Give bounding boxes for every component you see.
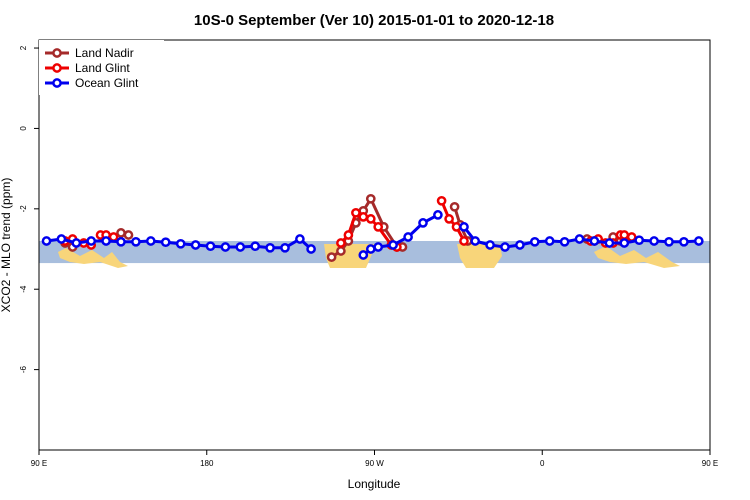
data-point [86,236,97,246]
data-point [485,240,495,250]
data-point [295,234,305,244]
y-tick-label: 2 [19,45,28,50]
y-tick-label: -6 [19,366,28,374]
series-layer [41,193,704,262]
data-point [418,218,428,228]
data-point [351,207,361,218]
legend-entry-ocean-glint: Ocean Glint [45,76,139,90]
x-tick-label: 180 [200,459,214,468]
legend-label: Ocean Glint [75,76,139,90]
data-point [515,240,525,250]
data-point [306,244,316,254]
data-point [451,222,462,232]
data-point [693,236,704,246]
data-point [326,252,337,262]
x-tick-label: 90 W [365,459,384,468]
y-tick-label: -4 [19,285,28,293]
data-point [71,238,82,248]
data-point [365,214,376,224]
data-point [403,232,413,242]
data-point [235,242,246,252]
data-point [459,236,469,246]
data-point [574,234,585,244]
land-shape [58,248,128,268]
legend-marker [52,78,62,88]
data-point [500,242,510,252]
y-tick-label: -2 [19,205,28,213]
data-point [365,193,376,204]
legend-entry-land-glint: Land Glint [45,61,130,75]
data-point [444,214,454,224]
data-point [365,244,376,254]
data-point [145,236,156,246]
x-tick-label: 90 E [31,459,47,468]
data-point [619,230,630,240]
data-point [449,201,460,212]
data-point [175,238,186,249]
data-point [131,236,141,247]
data-point [664,236,674,247]
data-point [280,242,290,253]
data-point [544,236,555,246]
data-point [634,235,645,246]
legend-label: Land Glint [75,61,130,75]
data-point [559,236,570,247]
data-point [649,236,659,246]
data-point [123,230,134,240]
data-point [679,236,689,247]
data-point [470,236,481,246]
x-tick-label: 90 E [702,459,718,468]
data-point [589,236,600,246]
series-line [440,200,466,242]
data-point [373,222,384,232]
data-point [205,241,216,252]
data-point [373,242,384,252]
legend-marker [52,48,62,58]
data-point [358,250,369,260]
data-point [56,234,67,244]
y-axis-label: XCO2 - MLO trend (ppm) [0,178,13,313]
data-point [160,237,171,248]
legend-label: Land Nadir [75,46,134,60]
axes: 90 E 180 90 W 0 90 E 2 0 -2 -4 -6 [19,39,718,468]
y-tick-label: 0 [19,126,28,131]
data-point [41,236,52,246]
data-point [459,222,469,232]
legend-entry-land-nadir: Land Nadir [45,46,134,60]
data-point [220,242,231,252]
data-point [265,242,275,253]
series-ocean-glint [41,210,704,260]
data-point [433,210,443,220]
land-shape [457,244,502,268]
data-point [358,212,369,222]
data-point [108,232,119,242]
data-point [529,236,540,247]
x-tick-label: 0 [540,459,545,468]
data-point [336,238,346,248]
land-shape [594,246,680,268]
data-point [190,240,201,250]
chart-title: 10S-0 September (Ver 10) 2015-01-01 to 2… [194,12,554,29]
data-point [626,232,637,242]
data-point [436,195,447,206]
x-axis-label: Longitude [348,477,401,491]
data-point [116,236,126,247]
data-point [388,240,398,250]
data-point [101,236,111,246]
data-point [336,246,346,256]
data-point [116,228,126,238]
legend-marker [52,63,62,73]
data-point [604,238,615,248]
data-point [250,241,261,252]
data-point [619,238,630,248]
data-point [343,230,354,240]
